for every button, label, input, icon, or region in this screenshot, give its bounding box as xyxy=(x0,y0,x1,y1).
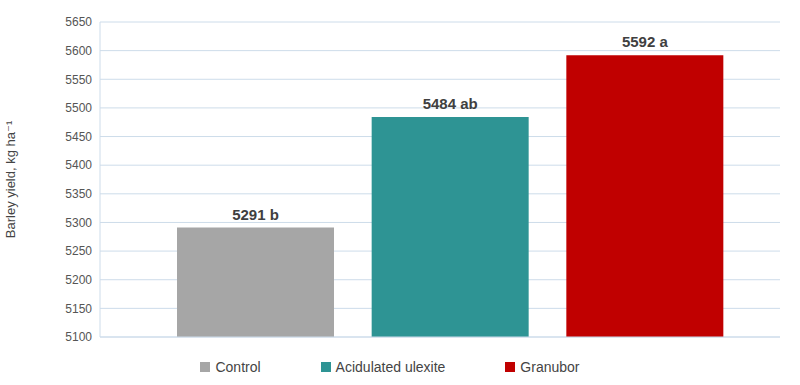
svg-text:5592 a: 5592 a xyxy=(622,33,669,50)
svg-text:5600: 5600 xyxy=(65,44,92,58)
svg-text:5150: 5150 xyxy=(65,302,92,316)
html-text:Acidulated ulexite: Acidulated ulexite xyxy=(335,359,446,375)
html-text:Granubor: Granubor xyxy=(520,359,580,375)
svg-text:5300: 5300 xyxy=(65,216,92,230)
svg-text:5500: 5500 xyxy=(65,101,92,115)
svg-text:5350: 5350 xyxy=(65,187,92,201)
svg-text:5484 ab: 5484 ab xyxy=(423,95,478,112)
svg-text:5250: 5250 xyxy=(65,244,92,258)
svg-text:5100: 5100 xyxy=(65,330,92,344)
svg-text:5650: 5650 xyxy=(65,15,92,29)
svg-text:5291 b: 5291 b xyxy=(232,206,279,223)
html-text:Control: Control xyxy=(215,359,261,375)
svg-text:Barley yield, kg ha⁻¹: Barley yield, kg ha⁻¹ xyxy=(8,120,18,238)
svg-text:5200: 5200 xyxy=(65,273,92,287)
svg-text:5400: 5400 xyxy=(65,158,92,172)
svg-text:5550: 5550 xyxy=(65,73,92,87)
svg-text:5450: 5450 xyxy=(65,130,92,144)
